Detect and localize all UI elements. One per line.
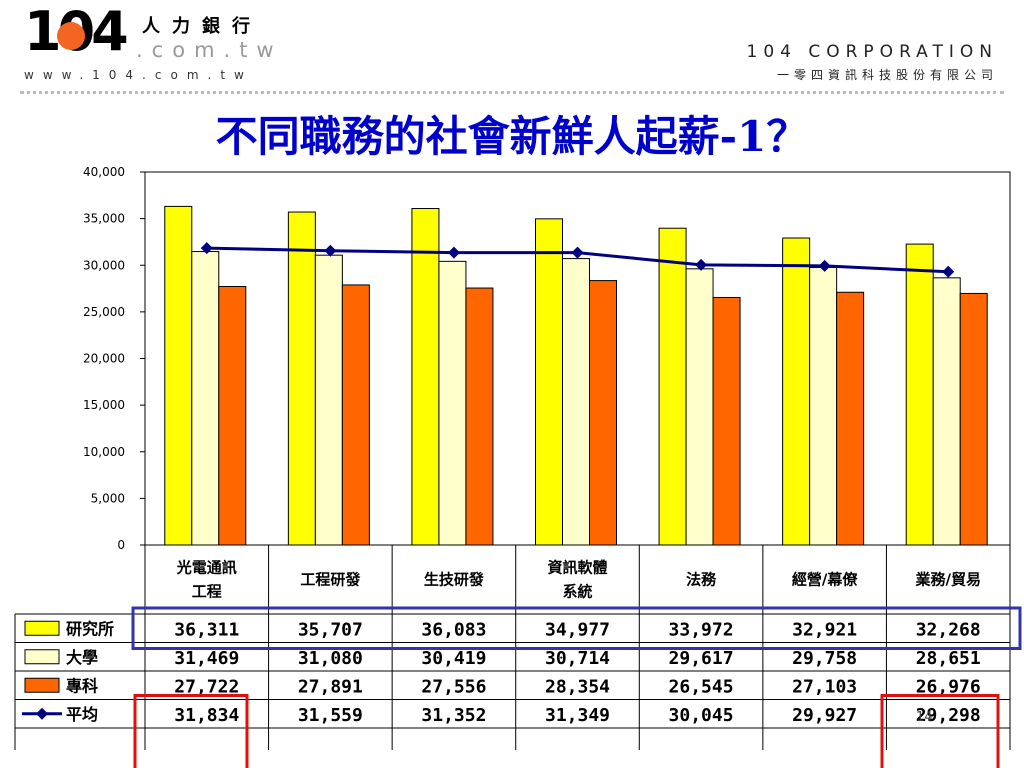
header: 104 人力銀行 .com.tw www.104.com.tw 104 CORP… (0, 0, 1024, 92)
legend-key (24, 649, 60, 665)
legend-key-marker (36, 707, 48, 720)
logo-domain: .com.tw (136, 38, 283, 62)
category-label: 工程 (192, 583, 222, 601)
table-value: 36,083 (421, 619, 486, 640)
table-value: 27,891 (298, 676, 363, 697)
table-value: 32,268 (916, 619, 981, 640)
legend-label: 專科 (66, 676, 98, 695)
category-label: 業務/貿易 (914, 571, 980, 589)
bar (712, 296, 741, 546)
legend-key (24, 620, 60, 636)
bar (164, 205, 193, 546)
logo-orange-dot (57, 22, 85, 50)
category-label: 工程研發 (300, 571, 361, 589)
average-marker (200, 242, 213, 255)
category-label: 資訊軟體 (547, 559, 607, 577)
average-marker (818, 259, 831, 272)
table-value: 32,921 (792, 619, 857, 640)
logo-www: www.104.com.tw (24, 68, 253, 82)
table-value: 31,469 (174, 648, 239, 669)
table-value: 31,834 (174, 705, 239, 726)
bar (438, 260, 467, 546)
table-value: 26,976 (916, 676, 981, 697)
bar (905, 243, 934, 546)
legend-label: 平均 (66, 705, 98, 724)
bar (589, 280, 617, 546)
table-value: 29,617 (669, 648, 734, 669)
y-tick-label: 35,000 (83, 212, 125, 226)
bar (658, 227, 687, 546)
y-tick-label: 5,000 (91, 491, 125, 505)
corp-english: 104 CORPORATION (746, 42, 998, 62)
bar (465, 287, 494, 546)
y-tick-label: 15,000 (83, 398, 125, 412)
highlight-box-red (133, 694, 249, 768)
table-value: 27,556 (421, 676, 486, 697)
table-value: 30,419 (421, 648, 486, 669)
category-label: 經營/幕僚 (792, 571, 858, 589)
bar (287, 211, 316, 546)
legend-label: 研究所 (66, 619, 114, 638)
y-tick-label: 25,000 (83, 305, 125, 319)
table-value: 28,651 (916, 648, 981, 669)
highlight-box-red (880, 694, 1000, 768)
table-value: 31,559 (298, 705, 363, 726)
average-marker (571, 246, 584, 259)
average-marker (942, 265, 955, 278)
corp-chinese: 一零四資訊科技股份有限公司 (776, 68, 998, 82)
table-value: 26,545 (669, 676, 734, 697)
header-divider (20, 91, 1004, 94)
table-value: 33,972 (669, 619, 734, 640)
bar (809, 267, 838, 546)
page-number: 14 (916, 710, 933, 725)
average-marker (695, 258, 708, 271)
table-value: 28,354 (545, 676, 610, 697)
bar (685, 268, 714, 546)
bar (341, 284, 370, 546)
highlight-box-blue (131, 606, 1022, 650)
table-value: 35,707 (298, 619, 363, 640)
bar (191, 251, 220, 546)
logo-chinese: 人力銀行 (142, 16, 262, 37)
bar (411, 208, 440, 546)
table-value: 34,977 (545, 619, 610, 640)
bar (535, 218, 563, 546)
y-tick-label: 40,000 (83, 165, 125, 179)
table-value: 29,927 (792, 705, 857, 726)
bar (314, 254, 343, 546)
table-value: 27,103 (792, 676, 857, 697)
table-value: 27,722 (174, 676, 239, 697)
category-label: 系統 (562, 583, 592, 601)
y-tick-label: 30,000 (83, 258, 125, 272)
bar (562, 258, 590, 546)
bar (782, 237, 811, 546)
bar (932, 277, 961, 546)
table-value: 29,758 (792, 648, 857, 669)
table-value: 31,352 (421, 705, 486, 726)
y-tick-label: 0 (117, 538, 125, 552)
bar (218, 285, 247, 546)
table-value: 31,080 (298, 648, 363, 669)
y-tick-label: 10,000 (83, 445, 125, 459)
table-value: 31,349 (545, 705, 610, 726)
bar (959, 292, 988, 546)
y-tick-label: 20,000 (83, 352, 125, 366)
average-marker (324, 244, 337, 257)
average-marker (447, 246, 460, 259)
bar (836, 291, 865, 546)
legend-label: 大學 (66, 648, 98, 667)
legend-key (24, 677, 60, 693)
category-label: 法務 (686, 571, 717, 589)
table-value: 36,311 (174, 619, 239, 640)
slide-title: 不同職務的社會新鮮人起薪-1？ (215, 112, 809, 161)
category-label: 生技研發 (424, 571, 485, 589)
table-value: 30,714 (545, 648, 610, 669)
category-label: 光電通訊 (176, 559, 237, 577)
table-value: 29,298 (916, 705, 981, 726)
table-value: 30,045 (669, 705, 734, 726)
